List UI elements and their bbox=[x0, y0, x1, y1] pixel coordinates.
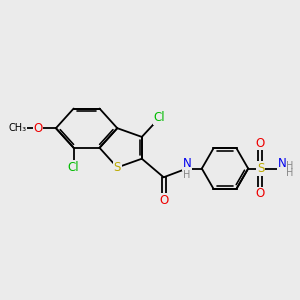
Text: Cl: Cl bbox=[154, 111, 165, 124]
Text: H: H bbox=[286, 161, 294, 171]
Text: H: H bbox=[286, 169, 294, 178]
Text: O: O bbox=[256, 137, 265, 150]
Text: O: O bbox=[256, 188, 265, 200]
Text: S: S bbox=[114, 161, 121, 174]
Text: S: S bbox=[257, 162, 264, 175]
Text: O: O bbox=[34, 122, 43, 135]
Text: N: N bbox=[278, 157, 286, 170]
Text: Cl: Cl bbox=[68, 161, 80, 174]
Text: O: O bbox=[159, 194, 168, 207]
Text: N: N bbox=[182, 157, 191, 170]
Text: CH₃: CH₃ bbox=[9, 123, 27, 133]
Text: H: H bbox=[183, 169, 190, 179]
